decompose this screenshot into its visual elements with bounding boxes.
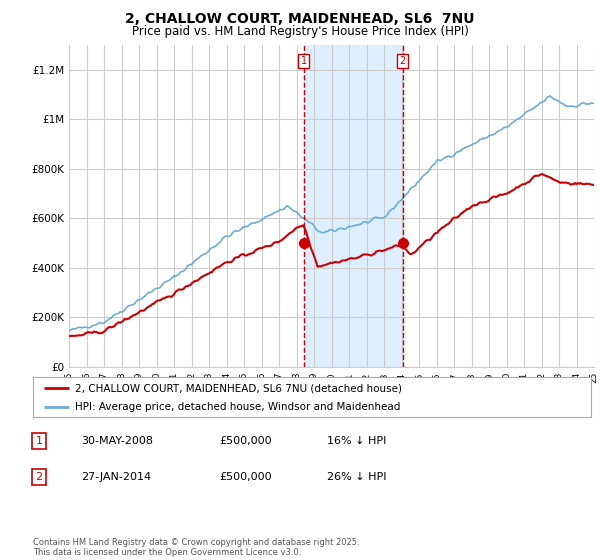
Text: HPI: Average price, detached house, Windsor and Maidenhead: HPI: Average price, detached house, Wind… <box>75 402 400 412</box>
Text: 1: 1 <box>301 56 307 66</box>
Text: 26% ↓ HPI: 26% ↓ HPI <box>327 472 386 482</box>
Bar <box>304 45 403 367</box>
Text: 2, CHALLOW COURT, MAIDENHEAD, SL6 7NU (detached house): 2, CHALLOW COURT, MAIDENHEAD, SL6 7NU (d… <box>75 383 402 393</box>
Text: 16% ↓ HPI: 16% ↓ HPI <box>327 436 386 446</box>
Text: 2, CHALLOW COURT, MAIDENHEAD, SL6  7NU: 2, CHALLOW COURT, MAIDENHEAD, SL6 7NU <box>125 12 475 26</box>
Text: £500,000: £500,000 <box>219 436 272 446</box>
Text: 27-JAN-2014: 27-JAN-2014 <box>81 472 151 482</box>
Text: 1: 1 <box>35 436 43 446</box>
Text: 2: 2 <box>35 472 43 482</box>
Text: Contains HM Land Registry data © Crown copyright and database right 2025.
This d: Contains HM Land Registry data © Crown c… <box>33 538 359 557</box>
Text: £500,000: £500,000 <box>219 472 272 482</box>
Text: Price paid vs. HM Land Registry's House Price Index (HPI): Price paid vs. HM Land Registry's House … <box>131 25 469 38</box>
Text: 30-MAY-2008: 30-MAY-2008 <box>81 436 153 446</box>
Text: 2: 2 <box>400 56 406 66</box>
